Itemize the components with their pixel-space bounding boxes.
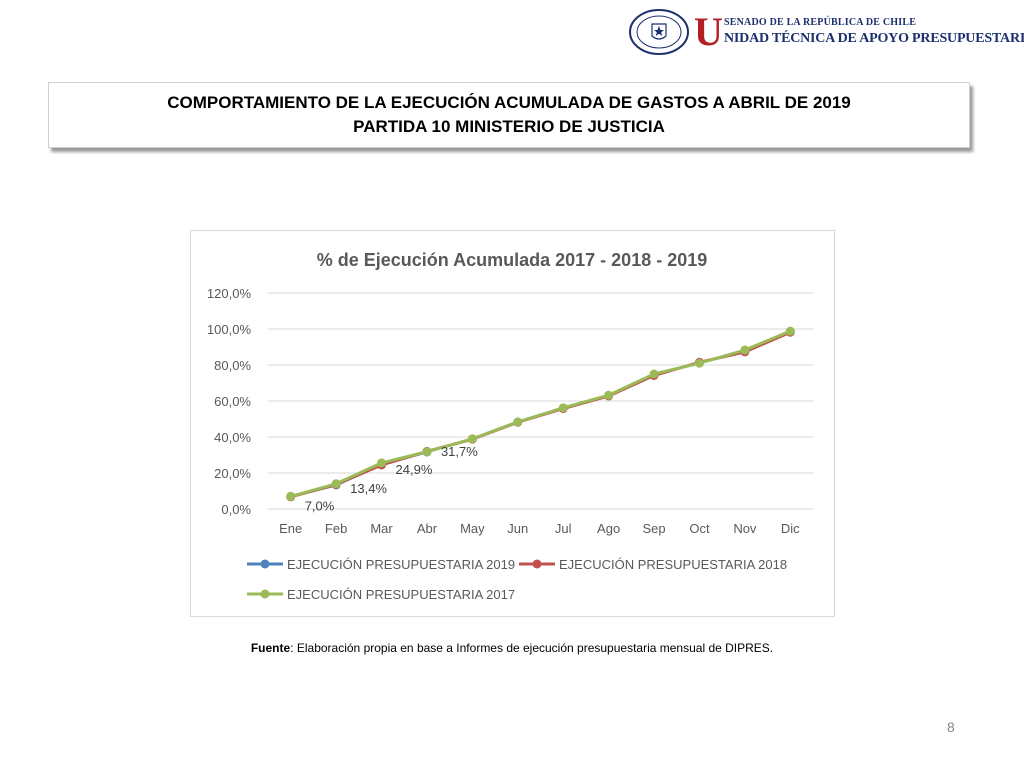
data-point <box>558 403 568 413</box>
data-label: 24,9% <box>396 462 433 477</box>
y-tick-label: 20,0% <box>214 466 251 481</box>
slide-title-box: COMPORTAMIENTO DE LA EJECUCIÓN ACUMULADA… <box>48 82 970 148</box>
x-tick-label: Abr <box>417 521 438 536</box>
data-label: 31,7% <box>441 444 478 459</box>
x-tick-label: Feb <box>325 521 347 536</box>
data-point <box>649 369 659 379</box>
page-number: 8 <box>947 719 955 735</box>
data-point <box>422 447 432 457</box>
data-point <box>740 345 750 355</box>
data-point <box>694 358 704 368</box>
y-tick-label: 120,0% <box>207 286 252 301</box>
data-point <box>785 326 795 336</box>
data-point <box>286 491 296 501</box>
logo-initial: U <box>694 9 723 54</box>
data-point <box>467 434 477 444</box>
logo-top-line: SENADO DE LA REPÚBLICA DE CHILE <box>724 17 917 28</box>
y-tick-label: 0,0% <box>221 502 251 517</box>
x-tick-label: Mar <box>370 521 393 536</box>
legend-swatch-marker <box>260 589 270 599</box>
x-tick-label: Dic <box>781 521 800 536</box>
data-label: 7,0% <box>305 498 335 513</box>
logo-bottom-line: NIDAD TÉCNICA DE APOYO PRESUPUESTARIO <box>724 31 1024 46</box>
y-tick-label: 40,0% <box>214 430 251 445</box>
data-point <box>331 479 341 489</box>
source-text: : Elaboración propia en base a Informes … <box>290 641 774 655</box>
y-tick-label: 100,0% <box>207 322 252 337</box>
x-tick-label: Ago <box>597 521 620 536</box>
data-point <box>513 417 523 427</box>
y-tick-label: 60,0% <box>214 394 251 409</box>
data-point <box>604 390 614 400</box>
senate-logo: U SENADO DE LA REPÚBLICA DE CHILE NIDAD … <box>628 8 1024 58</box>
legend-entry: EJECUCIÓN PRESUPUESTARIA 2017 <box>287 587 515 602</box>
source-label: Fuente <box>250 641 291 655</box>
legend-swatch-marker <box>532 559 542 569</box>
data-point <box>377 458 387 468</box>
x-tick-label: Ene <box>279 521 302 536</box>
execution-chart: % de Ejecución Acumulada 2017 - 2018 - 2… <box>190 230 835 617</box>
senate-seal-icon <box>629 9 689 55</box>
legend-entry: EJECUCIÓN PRESUPUESTARIA 2019 <box>287 557 515 572</box>
legend-swatch-marker <box>260 559 270 569</box>
x-tick-label: Nov <box>733 521 757 536</box>
data-label: 13,4% <box>350 481 387 496</box>
slide-title-line-2: PARTIDA 10 MINISTERIO DE JUSTICIA <box>353 117 665 136</box>
source-note: Fuente: Elaboración propia en base a Inf… <box>0 641 1024 655</box>
chart-canvas: % de Ejecución Acumulada 2017 - 2018 - 2… <box>207 250 813 602</box>
x-tick-label: Jul <box>555 521 572 536</box>
x-tick-label: Oct <box>689 521 710 536</box>
legend-entry: EJECUCIÓN PRESUPUESTARIA 2018 <box>559 557 787 572</box>
x-tick-label: Jun <box>507 521 528 536</box>
x-tick-label: Sep <box>642 521 665 536</box>
chart-title: % de Ejecución Acumulada 2017 - 2018 - 2… <box>317 250 708 270</box>
x-tick-label: May <box>460 521 485 536</box>
slide-title-line-1: COMPORTAMIENTO DE LA EJECUCIÓN ACUMULADA… <box>167 93 851 112</box>
series-line-2 <box>290 329 791 498</box>
y-tick-label: 80,0% <box>214 358 251 373</box>
